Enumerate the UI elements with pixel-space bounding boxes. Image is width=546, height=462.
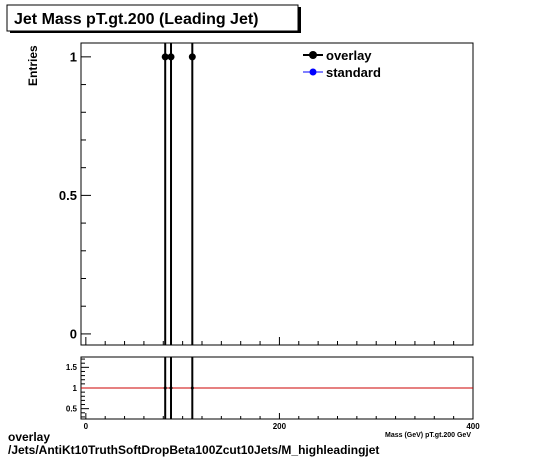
main-data-point xyxy=(167,53,175,61)
main-y-tick-label: 1 xyxy=(70,50,77,65)
ratio-plot-layer: 0 200 400 0.5 1 1.5 xyxy=(66,357,480,431)
main-plot-layer: 00.51 xyxy=(59,43,474,345)
main-plot-frame xyxy=(80,42,474,346)
ratio-data-point xyxy=(190,386,194,390)
ratio-y-tick-label: 1 xyxy=(73,384,78,393)
legend-label-standard: standard xyxy=(326,65,381,80)
main-y-tick-label: 0 xyxy=(70,327,77,342)
x-axis-label: Mass (GeV) pT.gt.200 GeV xyxy=(385,432,471,439)
ratio-y-tick-label: 0.5 xyxy=(66,405,78,414)
footer: overlay /Jets/AntiKt10TruthSoftDropBeta1… xyxy=(8,431,379,457)
ratio-data-point xyxy=(169,386,173,390)
main-y-tick-label: 0.5 xyxy=(59,188,77,203)
legend-entry-standard: standard xyxy=(303,65,381,80)
ratio-x-tick-label: 0 xyxy=(84,422,89,431)
ratio-y-tick-label: 1.5 xyxy=(66,363,78,372)
main-data-point xyxy=(161,53,169,61)
chart-title: Jet Mass pT.gt.200 (Leading Jet) xyxy=(14,11,259,28)
footer-line-1: overlay xyxy=(8,430,51,444)
y-axis-label: Entries xyxy=(26,45,40,86)
legend: overlay standard xyxy=(303,48,381,80)
legend-entry-overlay: overlay xyxy=(303,48,372,63)
title-box: Jet Mass pT.gt.200 (Leading Jet) xyxy=(6,4,301,33)
main-data-point xyxy=(188,53,196,61)
ratio-data-point xyxy=(163,386,167,390)
ratio-x-tick-label: 400 xyxy=(466,422,480,431)
ratio-x-tick-label: 200 xyxy=(273,422,287,431)
footer-line-2: /Jets/AntiKt10TruthSoftDropBeta100Zcut10… xyxy=(8,443,380,457)
legend-label-overlay: overlay xyxy=(326,48,372,63)
